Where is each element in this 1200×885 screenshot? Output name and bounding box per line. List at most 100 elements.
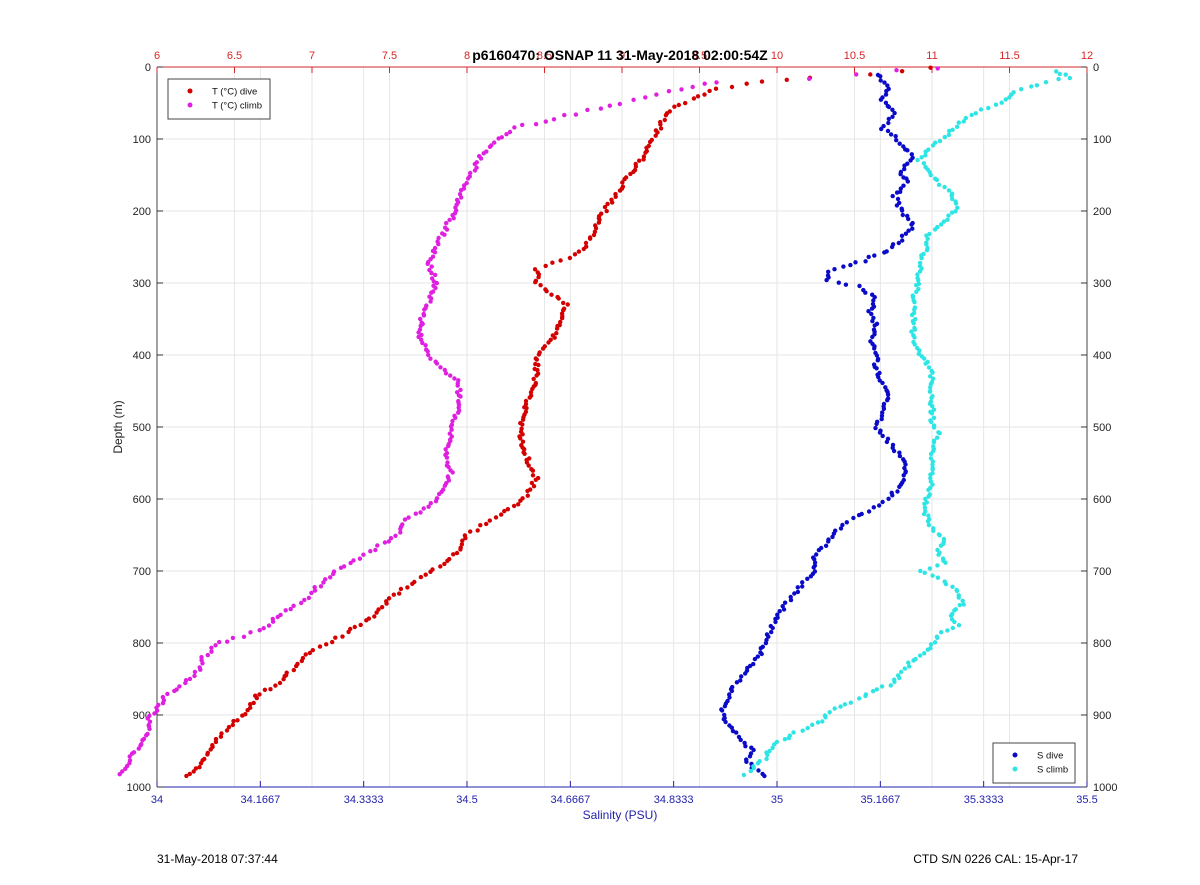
data-point <box>758 646 763 651</box>
series-s-climb <box>741 69 1073 778</box>
data-point <box>291 603 296 608</box>
data-point <box>969 112 974 118</box>
data-point <box>890 493 895 498</box>
data-point <box>140 738 145 743</box>
data-point <box>446 464 451 470</box>
data-point <box>324 642 329 647</box>
data-point <box>516 502 521 507</box>
data-point <box>917 653 923 658</box>
data-point <box>943 581 949 587</box>
data-point <box>919 155 924 160</box>
data-point <box>879 416 884 422</box>
data-point <box>884 439 890 445</box>
data-point <box>873 425 878 431</box>
data-point <box>512 125 517 130</box>
data-point <box>881 123 886 129</box>
top-tick-label: 8.5 <box>537 50 552 62</box>
data-point <box>583 240 589 246</box>
data-point <box>318 584 324 589</box>
data-point <box>502 508 507 514</box>
data-point <box>747 754 753 759</box>
data-point <box>1029 84 1034 89</box>
data-point <box>538 283 543 288</box>
data-point <box>928 451 934 457</box>
legend-temperature: T (°C) dive T (°C) climb <box>167 78 271 120</box>
data-point <box>937 533 942 538</box>
data-point <box>738 737 743 743</box>
data-point <box>535 367 540 373</box>
data-point <box>928 374 933 379</box>
data-point <box>266 623 272 628</box>
data-point <box>926 494 931 499</box>
top-temperature-axis: 6 6.5 7 7.5 8 8.5 9 9.5 10 10.5 11 11.5 12 <box>154 50 1093 73</box>
data-point <box>886 120 891 126</box>
data-point <box>451 552 456 557</box>
data-point <box>198 667 203 672</box>
data-point <box>208 747 213 752</box>
data-point <box>522 451 527 456</box>
data-point <box>897 450 902 455</box>
data-point <box>605 201 610 207</box>
data-point <box>926 487 931 493</box>
data-point <box>695 94 701 99</box>
data-point <box>226 724 232 730</box>
data-point <box>421 313 427 318</box>
data-point <box>457 192 463 197</box>
bottom-tick-label: 35.5 <box>1076 794 1097 806</box>
data-point <box>452 376 457 381</box>
data-point <box>930 467 935 472</box>
data-point <box>520 122 525 128</box>
bottom-tick-label: 35 <box>771 794 783 806</box>
data-point <box>772 742 777 747</box>
data-point <box>1034 83 1040 88</box>
data-point <box>398 586 404 592</box>
data-point <box>676 102 681 108</box>
data-point <box>445 558 450 563</box>
data-point <box>550 260 555 265</box>
data-point <box>450 418 455 424</box>
data-point <box>744 81 749 86</box>
data-point <box>874 687 879 692</box>
data-point <box>880 410 885 415</box>
data-point <box>927 566 933 571</box>
data-point <box>857 696 862 701</box>
data-point <box>643 150 648 155</box>
data-point <box>554 331 559 336</box>
data-point <box>429 264 434 269</box>
data-point <box>299 600 304 606</box>
data-point <box>543 119 548 124</box>
data-point <box>918 568 923 574</box>
data-point <box>953 201 959 206</box>
data-point <box>741 772 747 778</box>
y-tick-label: 700 <box>133 566 151 578</box>
data-point <box>744 759 749 764</box>
data-point <box>257 628 262 633</box>
data-point <box>937 138 943 144</box>
data-point <box>446 478 452 483</box>
data-point <box>372 614 377 619</box>
data-point <box>567 255 573 261</box>
data-point <box>561 308 566 313</box>
data-point <box>460 538 465 543</box>
data-point <box>889 244 895 250</box>
data-point <box>559 316 565 321</box>
data-point <box>902 166 907 172</box>
data-point <box>729 84 735 90</box>
data-point <box>275 614 280 620</box>
legend-marker <box>1012 766 1018 772</box>
data-point <box>581 246 586 252</box>
data-point <box>917 269 923 274</box>
y-tick-label: 400 <box>133 350 151 362</box>
data-point <box>374 610 379 615</box>
data-point <box>631 97 636 103</box>
data-point <box>426 352 431 358</box>
data-point <box>312 585 317 590</box>
data-point <box>197 765 202 770</box>
data-point <box>899 233 905 238</box>
data-point <box>388 536 394 541</box>
data-point <box>331 571 336 577</box>
data-point <box>755 654 760 659</box>
y-tick-label: 200 <box>133 206 151 218</box>
data-point <box>446 443 451 449</box>
